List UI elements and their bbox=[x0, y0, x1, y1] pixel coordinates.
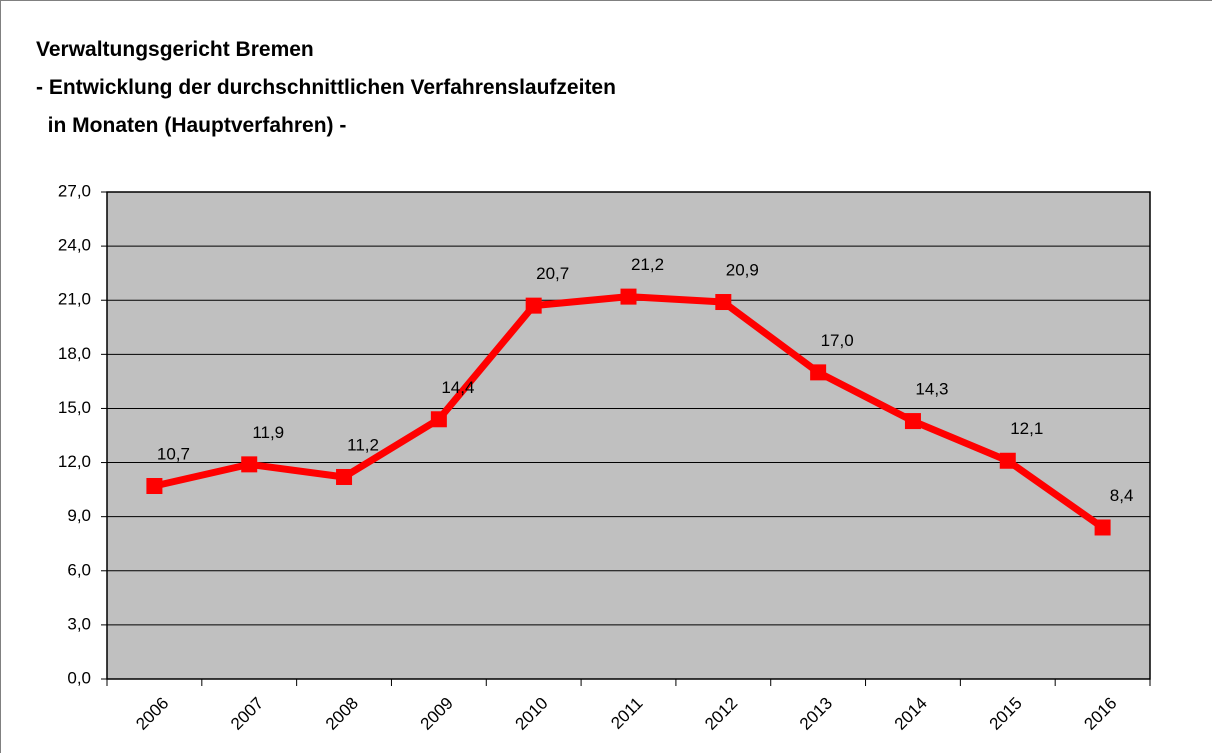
y-tick-label: 6,0 bbox=[67, 560, 91, 579]
data-point bbox=[525, 297, 542, 314]
data-point bbox=[810, 364, 827, 381]
data-point bbox=[715, 294, 732, 311]
data-point bbox=[146, 478, 163, 495]
data-label: 20,9 bbox=[726, 261, 759, 280]
y-tick-label: 12,0 bbox=[58, 452, 91, 471]
y-tick-label: 27,0 bbox=[58, 181, 91, 200]
data-label: 12,1 bbox=[1010, 419, 1043, 438]
data-point bbox=[904, 413, 921, 430]
chart-title: - Entwicklung der durchschnittlichen Ver… bbox=[36, 76, 616, 99]
data-point bbox=[620, 288, 637, 305]
data-label: 10,7 bbox=[157, 444, 190, 463]
y-tick-label: 15,0 bbox=[58, 398, 91, 417]
data-label: 14,4 bbox=[441, 378, 474, 397]
data-point bbox=[241, 456, 258, 473]
y-tick-label: 21,0 bbox=[58, 290, 91, 309]
y-tick-label: 9,0 bbox=[67, 506, 91, 525]
data-label: 21,2 bbox=[631, 255, 664, 274]
data-point bbox=[1094, 519, 1111, 536]
y-tick-label: 0,0 bbox=[67, 668, 91, 687]
data-point bbox=[999, 452, 1016, 469]
data-label: 20,7 bbox=[536, 264, 569, 283]
data-label: 8,4 bbox=[1110, 486, 1134, 505]
chart-title: Verwaltungsgericht Bremen bbox=[36, 38, 314, 61]
data-label: 11,2 bbox=[347, 435, 379, 454]
data-label: 14,3 bbox=[915, 380, 948, 399]
data-label: 17,0 bbox=[821, 331, 854, 350]
data-point bbox=[430, 411, 447, 428]
chart-title: in Monaten (Hauptverfahren) - bbox=[36, 114, 346, 137]
y-tick-label: 3,0 bbox=[67, 614, 91, 633]
data-label: 11,9 bbox=[252, 423, 284, 442]
y-tick-label: 18,0 bbox=[58, 344, 91, 363]
plot-area bbox=[106, 191, 1151, 680]
data-point bbox=[336, 468, 353, 485]
y-tick-label: 24,0 bbox=[58, 236, 91, 255]
